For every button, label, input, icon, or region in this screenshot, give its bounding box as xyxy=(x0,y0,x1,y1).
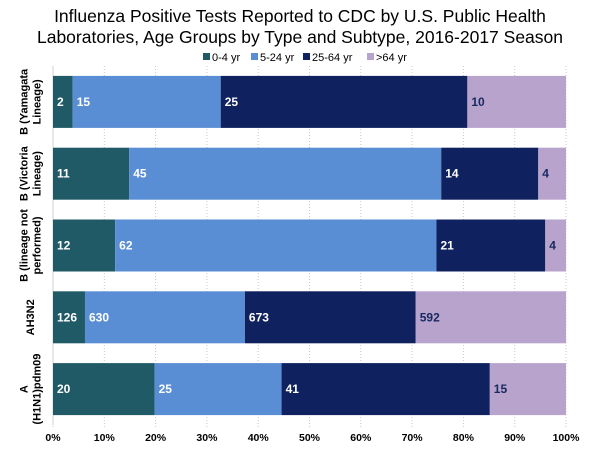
bar-segment xyxy=(244,291,416,344)
data-label: 15 xyxy=(77,95,91,109)
bar-segment xyxy=(436,219,546,272)
x-tick-label: 40% xyxy=(248,432,270,444)
category-label-line: Lineage) xyxy=(32,151,44,197)
category-label-line: AH3N2 xyxy=(25,299,37,335)
legend-swatch xyxy=(203,53,210,60)
bar-segment xyxy=(84,291,245,344)
data-label: 126 xyxy=(57,310,77,324)
x-axis-ticks: 0% 10% 20% 30% 40% 50% 60% 70% 80% 90% 100% xyxy=(45,432,580,444)
bar-segment xyxy=(53,147,130,200)
y-axis-categories: B (Yamagata Lineage)B (Victoria Lineage)B … xyxy=(19,68,44,425)
chart-title-line-2: Laboratories, Age Groups by Type and Sub… xyxy=(37,27,563,47)
bar-segment xyxy=(154,363,282,416)
bar-segment xyxy=(115,219,437,272)
legend: 0-4 yr 5-24 yr 25-64 yr >64 yr xyxy=(203,52,407,64)
x-tick-label: 0% xyxy=(45,432,61,444)
x-tick-label: 10% xyxy=(94,432,116,444)
category-label-line: Lineage) xyxy=(32,79,44,125)
data-label: 673 xyxy=(249,310,269,324)
bar-segment xyxy=(53,363,155,416)
x-tick-label: 70% xyxy=(402,432,424,444)
data-label: 20 xyxy=(57,382,71,396)
x-tick-label: 80% xyxy=(453,432,475,444)
category-label-line: B (lineage not xyxy=(19,209,31,282)
bar-segment xyxy=(538,147,566,200)
chart-title-line-1: Influenza Positive Tests Reported to CDC… xyxy=(54,6,546,26)
category-label: B (Yamagata Lineage) xyxy=(19,68,44,135)
category-label: AH3N2 xyxy=(25,299,37,335)
x-tick-label: 30% xyxy=(196,432,218,444)
x-tick-label: 60% xyxy=(350,432,372,444)
data-label: 10 xyxy=(471,95,485,109)
category-label-line: B (Yamagata xyxy=(19,68,31,135)
bar-segment xyxy=(53,219,116,272)
bar-segment xyxy=(441,147,539,200)
data-label: 592 xyxy=(420,310,440,324)
bar-segment xyxy=(489,363,566,416)
data-label: 15 xyxy=(494,382,508,396)
data-label: 11 xyxy=(57,167,70,181)
data-label: 45 xyxy=(133,167,147,181)
data-label: 12 xyxy=(57,239,71,253)
legend-swatch xyxy=(303,53,310,60)
bar-segment xyxy=(72,75,221,128)
bars: 2 15 25 10 11 45 14 4 12 62 21 4 126 630 673 592 20 25 41 1… xyxy=(53,75,566,416)
data-label: 2 xyxy=(57,95,64,109)
data-label: 62 xyxy=(119,239,133,253)
data-label: 630 xyxy=(89,310,109,324)
data-label: 14 xyxy=(445,167,459,181)
data-label: 25 xyxy=(159,382,173,396)
category-label-line: B (Victoria xyxy=(19,145,31,201)
bar-segment xyxy=(281,363,490,416)
x-tick-label: 90% xyxy=(504,432,526,444)
legend-label: 0-4 yr xyxy=(212,52,240,64)
category-label-line: (H1N1)pdm09 xyxy=(32,354,44,425)
x-tick-label: 20% xyxy=(145,432,167,444)
data-label: 21 xyxy=(440,239,454,253)
bar-segment xyxy=(415,291,566,344)
category-label-line: performed) xyxy=(32,216,44,274)
legend-swatch xyxy=(367,53,374,60)
category-label: B (lineage not performed) xyxy=(19,209,44,282)
bar-segment xyxy=(129,147,442,200)
bar-segment xyxy=(53,291,85,344)
legend-label: 25-64 yr xyxy=(312,52,353,64)
category-label: A (H1N1)pdm09 xyxy=(19,354,44,425)
x-tick-label: 50% xyxy=(299,432,321,444)
legend-swatch xyxy=(251,53,258,60)
legend-label: 5-24 yr xyxy=(260,52,295,64)
data-label: 4 xyxy=(542,167,549,181)
bar-segment xyxy=(220,75,468,128)
bar-segment xyxy=(53,75,73,128)
data-label: 4 xyxy=(549,239,556,253)
bar-segment xyxy=(545,219,566,272)
x-tick-label: 100% xyxy=(553,432,581,444)
data-label: 25 xyxy=(225,95,239,109)
bar-segment xyxy=(467,75,566,128)
category-label: B (Victoria Lineage) xyxy=(19,145,44,201)
data-label: 41 xyxy=(286,382,300,396)
legend-label: >64 yr xyxy=(376,52,407,64)
category-label-line: A xyxy=(19,385,31,393)
